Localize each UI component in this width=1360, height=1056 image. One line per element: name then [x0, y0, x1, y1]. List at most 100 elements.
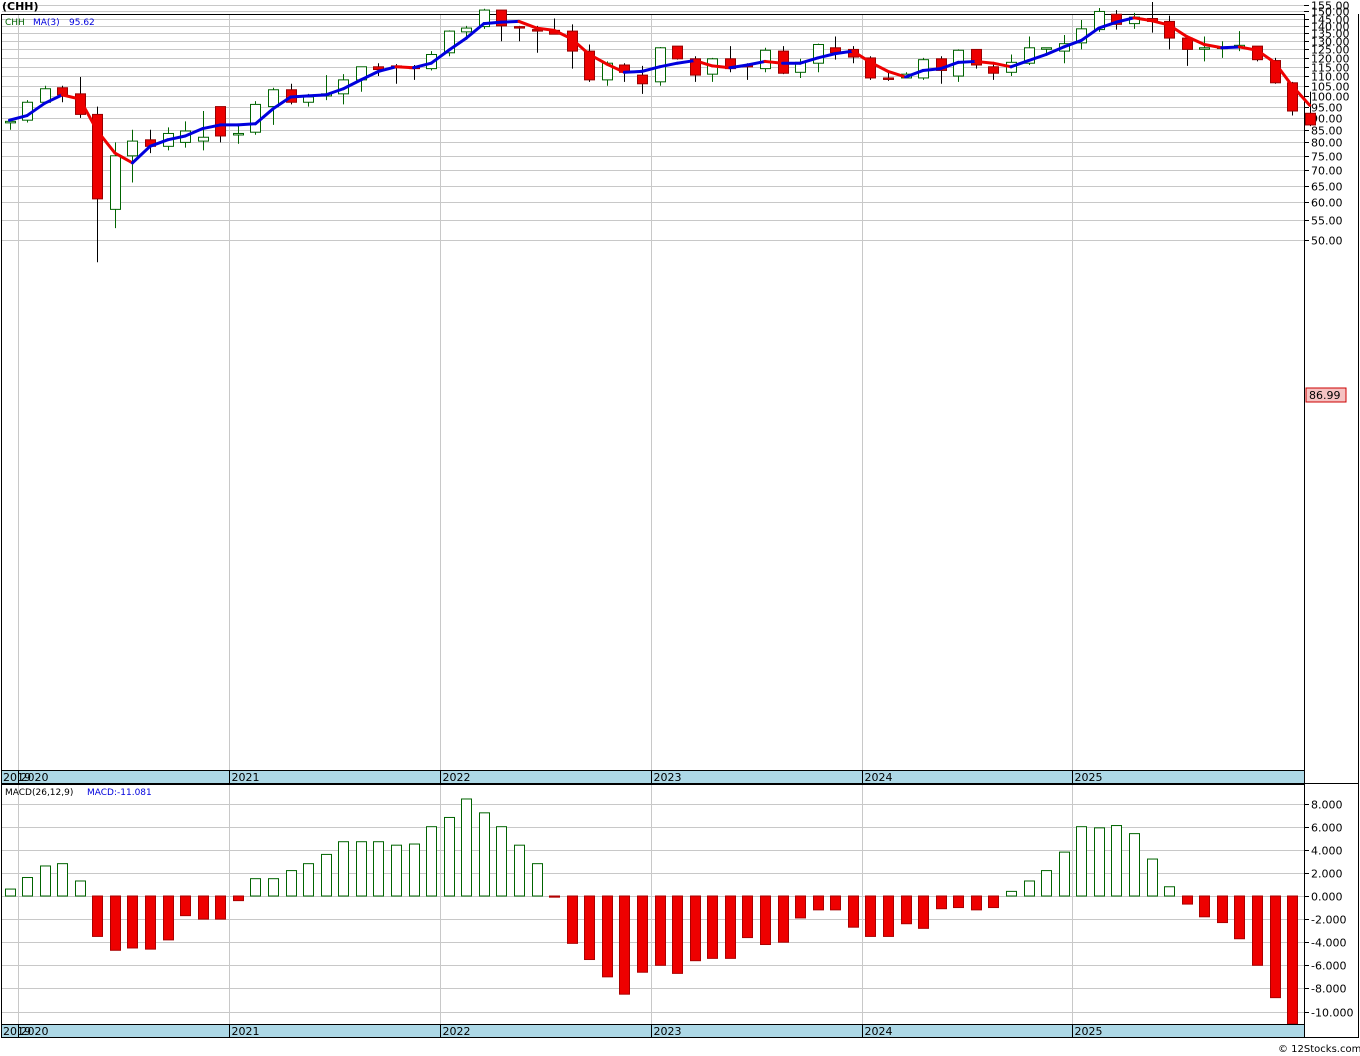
ma-segment: [1150, 19, 1171, 27]
macd-bar: [1252, 895, 1263, 966]
ma-segment: [341, 78, 363, 91]
year-label: 2021: [232, 771, 260, 784]
candle: [1305, 91, 1316, 127]
ma-segment: [1167, 23, 1189, 39]
ma-segment: [1290, 84, 1312, 107]
year-label: 2024: [865, 771, 893, 784]
chart-title: (CHH): [2, 0, 39, 13]
price-tick-label: 125.00: [1311, 44, 1350, 57]
date-axis-band-top: [1, 770, 1305, 784]
macd-bar: [532, 863, 543, 897]
macd-bar: [1270, 895, 1281, 999]
candle-body: [883, 77, 894, 80]
ma-segment: [306, 93, 328, 98]
candle-body: [233, 132, 244, 136]
macd-bar: [444, 816, 455, 897]
candle-body: [760, 49, 771, 70]
macd-bar: [549, 895, 560, 898]
macd-bar: [936, 895, 947, 910]
candle: [496, 9, 507, 42]
year-label: 2020: [21, 1025, 49, 1038]
year-label: 2019: [3, 1025, 31, 1038]
macd-bar: [163, 895, 174, 941]
macd-bar: [1041, 870, 1052, 897]
candle: [883, 72, 894, 81]
macd-tick-label: 0.000: [1311, 891, 1343, 904]
year-label: 2025: [1075, 771, 1103, 784]
ma-segment: [1273, 60, 1294, 88]
macd-bar: [1006, 890, 1017, 897]
price-tick-label: 100.00: [1311, 91, 1350, 104]
ma-segment: [833, 49, 855, 56]
ma-segment: [1237, 45, 1259, 52]
ma-segment: [816, 52, 837, 60]
ma-segment: [447, 36, 468, 52]
candle-body: [813, 43, 824, 64]
macd-bar: [725, 895, 736, 959]
ma-segment: [95, 129, 117, 155]
macd-bar: [250, 878, 261, 897]
ma-segment: [658, 61, 679, 69]
candle: [75, 77, 86, 118]
ma-segment: [464, 22, 486, 40]
macd-bar: [1234, 895, 1245, 940]
ma-segment: [25, 101, 47, 118]
candle-body: [865, 57, 876, 79]
candle: [110, 142, 121, 229]
ma-segment: [412, 61, 433, 70]
macd-tick-label: -10.000: [1311, 1007, 1353, 1020]
candle: [268, 87, 279, 125]
moving-average-line: [8, 16, 1312, 165]
last-price-label: 86.99: [1309, 389, 1341, 402]
macd-tick-label: 6.000: [1311, 822, 1343, 835]
macd-bar: [1129, 833, 1140, 897]
candle: [672, 45, 683, 60]
ma-segment: [710, 64, 732, 70]
ma-segment: [1255, 48, 1277, 64]
ma-segment: [939, 60, 960, 71]
macd-legend-label: MACD(26,12,9): [5, 788, 73, 798]
price-tick-label: 70.00: [1311, 165, 1343, 178]
macd-bar: [690, 895, 701, 962]
price-tick-label: 50.00: [1311, 235, 1343, 248]
ma-segment: [1079, 26, 1101, 42]
candle-body: [215, 106, 226, 137]
ma-segment: [482, 20, 503, 26]
candle: [1199, 36, 1210, 62]
year-label: 2024: [865, 1025, 893, 1038]
macd-bar: [198, 895, 209, 920]
ma-segment: [78, 97, 99, 133]
price-tick-label: 60.00: [1311, 197, 1343, 210]
macd-bar: [92, 895, 103, 937]
macd-histogram: [5, 798, 1298, 1025]
price-tick-label: 95.00: [1311, 102, 1343, 115]
candle: [127, 129, 138, 183]
candle-body: [988, 66, 999, 74]
candle-body: [92, 113, 103, 200]
macd-bar: [110, 895, 121, 951]
macd-tick-label: -2.000: [1311, 914, 1346, 927]
candle-body: [1199, 47, 1210, 50]
candle-body: [250, 103, 261, 133]
year-label: 2020: [21, 771, 49, 784]
ma-segment: [693, 59, 714, 68]
macd-bar: [233, 895, 244, 902]
candle-body: [1287, 82, 1298, 112]
macd-bar: [707, 895, 718, 959]
watermark: © 12Stocks.com: [1278, 1044, 1360, 1055]
macd-bar: [1147, 858, 1158, 897]
macd-bar: [883, 895, 894, 937]
macd-bar: [514, 844, 525, 897]
ma-segment: [429, 48, 451, 65]
ma-segment: [201, 123, 222, 131]
macd-bar: [5, 888, 16, 897]
candle-body: [1305, 112, 1316, 126]
candle: [444, 30, 455, 57]
ma-segment: [1062, 38, 1083, 49]
candle-body: [75, 93, 86, 115]
ma-segment: [904, 68, 925, 79]
candle-body: [461, 27, 472, 33]
ma-segment: [868, 60, 890, 73]
